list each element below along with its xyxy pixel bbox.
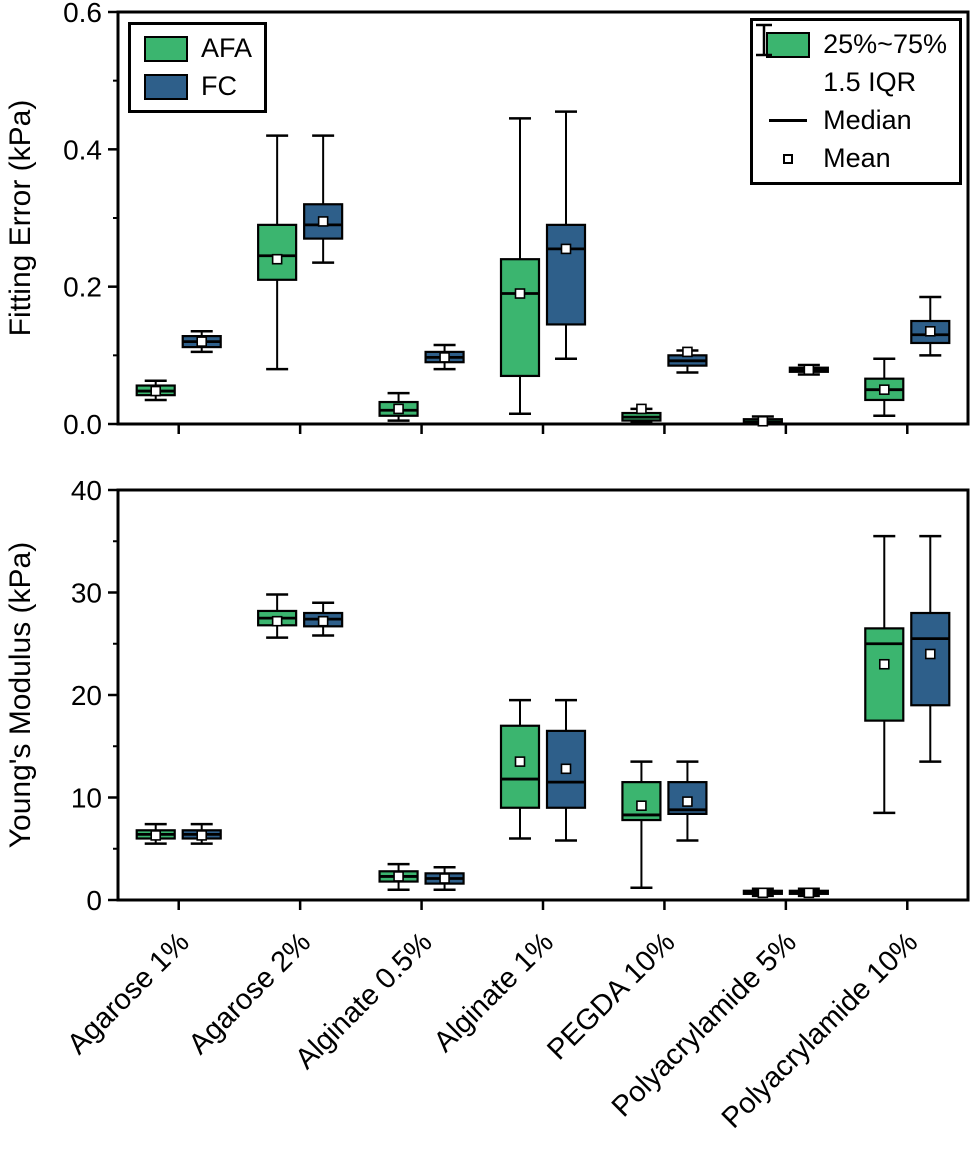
fc-swatch-cell bbox=[143, 73, 189, 100]
legend-label-mean: Mean bbox=[823, 143, 891, 174]
box-fc bbox=[545, 729, 587, 809]
mean-marker bbox=[636, 800, 647, 812]
median-line-icon bbox=[769, 119, 808, 123]
y-tick-label: 0.0 bbox=[63, 409, 102, 440]
legend-series: AFA FC bbox=[128, 22, 268, 114]
mean-marker bbox=[682, 796, 693, 807]
legend-item-mean: Mean bbox=[765, 143, 947, 174]
mean-marker bbox=[317, 216, 329, 227]
whisker-icon bbox=[756, 23, 773, 57]
box-swatch-icon bbox=[766, 31, 811, 58]
mean-square-icon bbox=[783, 153, 794, 164]
mean-marker bbox=[878, 384, 890, 395]
y-tick-label: 0.4 bbox=[63, 134, 102, 165]
x-category-label: Agarose 1% bbox=[61, 926, 195, 1060]
box-fc bbox=[545, 223, 587, 326]
y-axis-title: Young's Modulus (kPa) bbox=[4, 542, 37, 848]
mean-marker bbox=[924, 648, 936, 660]
median-icon-cell bbox=[765, 119, 811, 123]
mean-marker bbox=[150, 830, 162, 841]
legend-label-afa: AFA bbox=[201, 33, 253, 63]
mean-icon-cell bbox=[765, 153, 811, 164]
legend-item-afa: AFA bbox=[143, 33, 252, 64]
mean-marker bbox=[317, 615, 329, 627]
box-afa bbox=[257, 223, 298, 281]
mean-marker bbox=[196, 336, 208, 347]
legend-label-fc: FC bbox=[201, 71, 237, 102]
y-tick-label: 0.6 bbox=[63, 0, 102, 28]
y-tick-label: 10 bbox=[71, 783, 102, 814]
mean-marker bbox=[439, 352, 450, 363]
y-axis-title: Fitting Error (kPa) bbox=[4, 100, 37, 337]
legend-label-25-75: 25%~75% bbox=[823, 29, 947, 59]
x-category-label: Agarose 2% bbox=[183, 926, 317, 1060]
box-swatch-cell bbox=[765, 31, 811, 58]
x-category-label: Polyacrylamide 10% bbox=[716, 926, 924, 1134]
legend-item-iqr-box: 25%~75% bbox=[765, 29, 947, 60]
plot-frame bbox=[116, 488, 970, 902]
mean-marker bbox=[803, 887, 815, 899]
y-tick-label: 20 bbox=[71, 680, 102, 711]
mean-marker bbox=[757, 887, 769, 899]
mean-marker bbox=[560, 763, 572, 775]
box-afa bbox=[499, 258, 541, 378]
y-tick-label: 0 bbox=[86, 885, 102, 916]
mean-marker bbox=[682, 346, 693, 358]
mean-marker bbox=[878, 658, 890, 670]
mean-marker bbox=[803, 364, 815, 376]
mean-marker bbox=[560, 243, 572, 255]
legend-label-median: Median bbox=[823, 105, 912, 136]
y-tick-label: 30 bbox=[71, 578, 102, 609]
legend-stats: 25%~75% 1.5 IQR Median Mean bbox=[750, 18, 962, 186]
mean-marker bbox=[636, 403, 647, 415]
mean-marker bbox=[150, 385, 162, 397]
mean-marker bbox=[757, 415, 769, 427]
legend-item-whisker: 1.5 IQR bbox=[756, 23, 947, 98]
afa-color-swatch bbox=[144, 35, 188, 62]
x-category-label: Alginate 1% bbox=[428, 926, 560, 1058]
mean-marker bbox=[393, 403, 404, 415]
mean-marker bbox=[196, 830, 208, 841]
mean-marker bbox=[271, 615, 283, 627]
box-afa bbox=[864, 627, 905, 722]
mean-marker bbox=[924, 325, 936, 337]
legend-item-median: Median bbox=[765, 105, 947, 136]
mean-marker bbox=[393, 871, 404, 882]
mean-marker bbox=[271, 253, 283, 265]
legend-item-fc: FC bbox=[143, 71, 252, 102]
fc-color-swatch bbox=[144, 73, 188, 100]
y-tick-label: 0.2 bbox=[63, 272, 102, 303]
mean-marker bbox=[514, 756, 526, 767]
mean-marker bbox=[514, 288, 526, 299]
legend-label-iqr: 1.5 IQR bbox=[823, 67, 917, 98]
mean-marker bbox=[439, 873, 450, 884]
afa-swatch-cell bbox=[143, 35, 189, 62]
y-tick-label: 40 bbox=[71, 475, 102, 506]
